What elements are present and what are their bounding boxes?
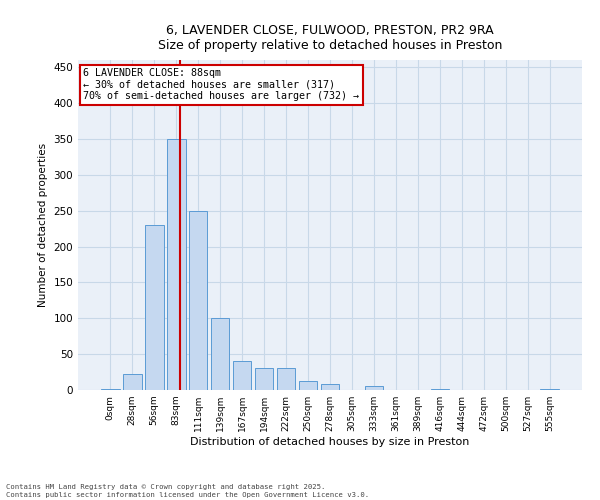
Bar [189, 210, 208, 390]
X-axis label: Distribution of detached houses by size in Preston: Distribution of detached houses by size … [190, 437, 470, 447]
Text: Contains HM Land Registry data © Crown copyright and database right 2025.
Contai: Contains HM Land Registry data © Crown c… [6, 484, 369, 498]
Bar [123, 374, 142, 390]
Bar [211, 318, 229, 390]
Bar [541, 388, 559, 390]
Bar [431, 388, 449, 390]
Bar [320, 384, 340, 390]
Y-axis label: Number of detached properties: Number of detached properties [38, 143, 48, 307]
Bar [255, 368, 274, 390]
Bar [277, 368, 295, 390]
Bar [233, 362, 251, 390]
Bar [167, 139, 185, 390]
Bar [299, 382, 317, 390]
Bar [145, 225, 164, 390]
Bar [365, 386, 383, 390]
Title: 6, LAVENDER CLOSE, FULWOOD, PRESTON, PR2 9RA
Size of property relative to detach: 6, LAVENDER CLOSE, FULWOOD, PRESTON, PR2… [158, 24, 502, 52]
Bar [101, 388, 119, 390]
Text: 6 LAVENDER CLOSE: 88sqm
← 30% of detached houses are smaller (317)
70% of semi-d: 6 LAVENDER CLOSE: 88sqm ← 30% of detache… [83, 68, 359, 102]
